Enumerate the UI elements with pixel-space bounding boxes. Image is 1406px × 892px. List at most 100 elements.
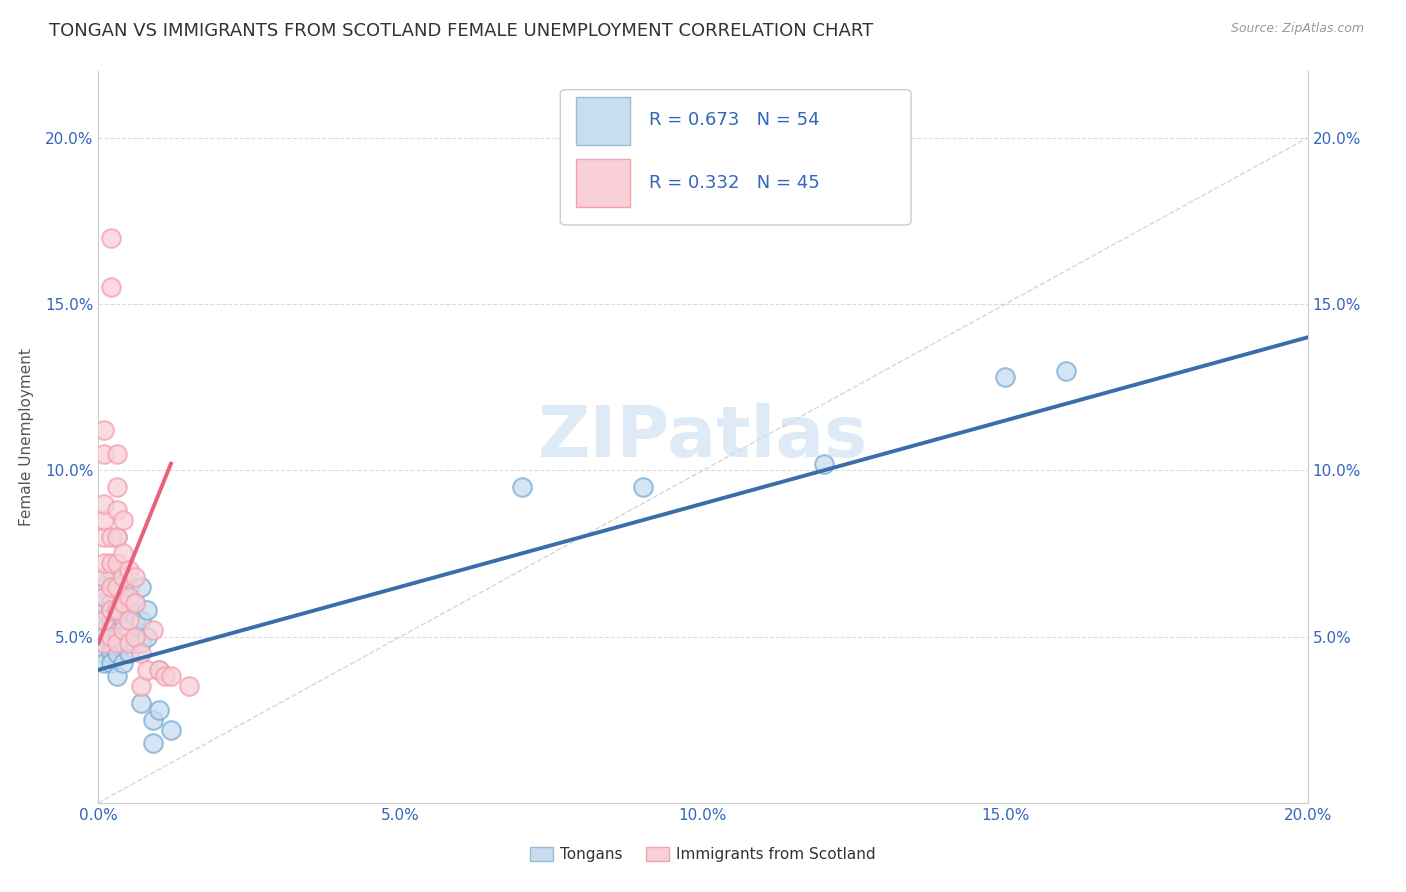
Text: R = 0.673   N = 54: R = 0.673 N = 54 — [648, 112, 820, 129]
Point — [105, 480, 128, 494]
Point — [129, 646, 152, 660]
Point — [100, 280, 122, 294]
Point — [93, 613, 115, 627]
Point — [118, 636, 141, 650]
Point — [93, 557, 115, 571]
Point — [111, 636, 134, 650]
Point — [105, 580, 128, 594]
Point — [118, 613, 141, 627]
Point — [111, 596, 134, 610]
Point — [111, 546, 134, 560]
Point — [100, 603, 122, 617]
Text: TONGAN VS IMMIGRANTS FROM SCOTLAND FEMALE UNEMPLOYMENT CORRELATION CHART: TONGAN VS IMMIGRANTS FROM SCOTLAND FEMAL… — [49, 22, 873, 40]
Point — [100, 656, 122, 670]
Point — [100, 530, 122, 544]
Point — [93, 497, 115, 511]
Point — [100, 636, 122, 650]
Point — [105, 530, 128, 544]
Point — [153, 669, 176, 683]
Point — [105, 530, 128, 544]
Point — [100, 596, 122, 610]
Point — [100, 557, 122, 571]
FancyBboxPatch shape — [576, 159, 630, 207]
Point — [148, 663, 170, 677]
Point — [93, 424, 115, 438]
Point — [111, 630, 134, 644]
Point — [124, 613, 146, 627]
Point — [142, 713, 165, 727]
Point — [100, 230, 122, 244]
Point — [1054, 363, 1077, 377]
Point — [111, 623, 134, 637]
Point — [93, 623, 115, 637]
Text: ZIPatlas: ZIPatlas — [538, 402, 868, 472]
Point — [93, 613, 115, 627]
Point — [105, 580, 128, 594]
Point — [105, 603, 128, 617]
Point — [129, 580, 152, 594]
Point — [124, 630, 146, 644]
Point — [129, 636, 152, 650]
Point — [93, 530, 115, 544]
Point — [179, 680, 201, 694]
Point — [124, 636, 146, 650]
Point — [93, 656, 115, 670]
Point — [142, 623, 165, 637]
Point — [105, 557, 128, 571]
Point — [124, 596, 146, 610]
Point — [100, 580, 122, 594]
Point — [100, 646, 122, 660]
Point — [100, 613, 122, 627]
Point — [118, 580, 141, 594]
Point — [93, 447, 115, 461]
Point — [105, 669, 128, 683]
Point — [129, 680, 152, 694]
Point — [111, 513, 134, 527]
Point — [105, 636, 128, 650]
Point — [813, 457, 835, 471]
Point — [124, 596, 146, 610]
Point — [100, 603, 122, 617]
Point — [111, 656, 134, 670]
Point — [135, 630, 157, 644]
Point — [93, 636, 115, 650]
Point — [142, 736, 165, 750]
Point — [93, 580, 115, 594]
Point — [118, 646, 141, 660]
Point — [100, 563, 122, 577]
Point — [118, 623, 141, 637]
Point — [994, 370, 1017, 384]
Point — [160, 723, 183, 737]
Point — [111, 590, 134, 604]
Point — [105, 503, 128, 517]
Text: Source: ZipAtlas.com: Source: ZipAtlas.com — [1230, 22, 1364, 36]
Point — [111, 613, 134, 627]
Point — [124, 570, 146, 584]
Point — [93, 590, 115, 604]
Point — [100, 630, 122, 644]
Point — [105, 646, 128, 660]
Text: R = 0.332   N = 45: R = 0.332 N = 45 — [648, 174, 820, 192]
Point — [105, 447, 128, 461]
Point — [93, 636, 115, 650]
Point — [93, 570, 115, 584]
Point — [93, 513, 115, 527]
FancyBboxPatch shape — [576, 97, 630, 145]
Point — [111, 570, 134, 584]
Point — [510, 480, 533, 494]
Point — [93, 603, 115, 617]
Point — [135, 603, 157, 617]
Point — [148, 703, 170, 717]
Point — [118, 603, 141, 617]
Y-axis label: Female Unemployment: Female Unemployment — [20, 348, 34, 526]
Point — [129, 696, 152, 710]
Point — [93, 596, 115, 610]
Point — [148, 663, 170, 677]
Point — [105, 603, 128, 617]
Point — [93, 646, 115, 660]
Point — [135, 663, 157, 677]
Point — [100, 623, 122, 637]
Point — [160, 669, 183, 683]
Point — [105, 630, 128, 644]
Point — [118, 563, 141, 577]
